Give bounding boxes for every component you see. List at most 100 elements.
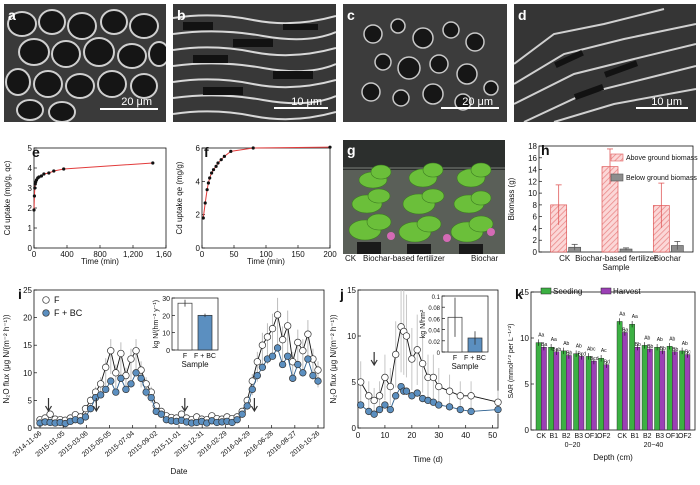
chart-k-bar — [672, 351, 678, 431]
chart-k-letter-seeding: Ab — [669, 336, 675, 342]
chart-h-ytick-label: 6 — [533, 213, 538, 222]
chart-j-point — [392, 392, 400, 400]
chart-j-ytick-label: 15 — [347, 286, 356, 295]
chart-j-point — [402, 387, 411, 395]
chart-e-point — [37, 175, 41, 179]
chart-k-bar — [578, 356, 585, 431]
chart-i-point — [278, 336, 287, 344]
chart-i-point — [299, 369, 307, 377]
chart-k-frame — [530, 291, 696, 431]
chart-j-point — [467, 407, 475, 416]
sem-scalebar-d — [636, 107, 688, 109]
chart-f-xlabel: Time (min) — [247, 257, 285, 266]
chart-f-xtick-label: 200 — [323, 250, 337, 259]
chart-h-ylabel: Biomass (g) — [507, 177, 516, 220]
sem-scale-text-b: 10 μm — [291, 96, 322, 108]
chart-e-point — [39, 174, 44, 178]
chart-i-point — [76, 417, 85, 425]
chart-i-inset-category: F + BC — [194, 353, 216, 360]
sem-texture-a — [4, 4, 166, 122]
chart-i-point — [102, 363, 110, 371]
chart-j-point — [392, 350, 400, 359]
chart-i-point — [299, 347, 307, 355]
chart-i-point — [294, 360, 302, 369]
chart-i-point — [268, 352, 277, 360]
sem-image-d: d 10 μm — [514, 4, 696, 122]
chart-e-xtick-label: 1,600 — [156, 250, 172, 259]
chart-i-ytick-label: 0 — [28, 424, 33, 433]
chart-j-point — [456, 405, 464, 414]
chart-k-legend-harvest: Harvest — [613, 287, 641, 296]
chart-j-inset-xlabel: Sample — [451, 362, 479, 371]
chart-i-point — [233, 416, 241, 424]
chart-j-point — [370, 396, 378, 405]
sem-image-c: c 20 μm — [343, 4, 507, 122]
chart-k-letter-seeding: Ac — [601, 348, 607, 354]
sem-texture-d — [514, 4, 696, 122]
chart-i-point — [147, 393, 155, 402]
chart-e-svg: 0 1 2 3 4 5 0 400 800 1,200 1,600 Time (min) Cd upta… — [3, 144, 177, 266]
chart-j-point — [381, 401, 389, 409]
chart-i-point — [243, 402, 251, 410]
chart-j-point — [435, 401, 443, 409]
chart-i-ytick-label: 15 — [23, 341, 32, 350]
chart-k-bar — [634, 346, 641, 431]
chart-j-xtick-label: 0 — [356, 431, 361, 440]
chart-j-point — [381, 373, 389, 382]
panel-letter-g: g — [347, 142, 356, 158]
chart-e-ytick-label: 3 — [28, 184, 33, 193]
chart-f-point — [251, 146, 255, 150]
chart-e-ytick-label: 0 — [28, 244, 33, 253]
chart-i-point — [309, 371, 317, 380]
chart-k-bar — [666, 346, 673, 431]
chart-h-svg: 0 2 4 6 8 10 12 14 16 18 CK Biochar-based fertilize… — [507, 142, 698, 272]
chart-i-point — [294, 338, 302, 347]
chart-i-point — [102, 385, 110, 394]
chart-k-category-label: B3 — [655, 433, 664, 440]
chart-j-point — [375, 405, 384, 414]
chart-i-legend-f: F — [54, 295, 60, 305]
chart-j-point — [357, 378, 365, 386]
chart-h-category-label: CK — [559, 254, 571, 263]
chart-e-point — [151, 161, 155, 165]
chart-k-letter-harvest: Bb — [672, 347, 678, 353]
chart-k-category-label: CK — [536, 433, 546, 440]
chart-k-letter-harvest: Ba — [541, 342, 547, 348]
chart-i-point — [46, 410, 54, 418]
chart-f-point — [214, 164, 218, 168]
chart-i-point — [289, 374, 297, 382]
chart-i-inset-ylabel: kg N/(hm⁻² y⁻¹) — [153, 300, 160, 348]
chart-h-ytick-label: 8 — [533, 201, 538, 210]
chart-f-frame — [201, 147, 331, 249]
chart-f-xtick-label: 50 — [230, 250, 239, 259]
chart-k-bar — [603, 364, 610, 431]
chart-f-ytick-label: 0 — [196, 244, 201, 253]
chart-i-inset-ytick-label: 0 — [166, 348, 170, 355]
chart-i-point — [132, 347, 140, 355]
chart-e-point — [42, 172, 46, 176]
chart-k-ytick-label: 0 — [525, 426, 530, 435]
panel-letter-f: f — [204, 144, 209, 160]
chart-j-point — [375, 392, 384, 400]
chart-h-xlabel: Sample — [602, 263, 630, 272]
chart-f-ytick-label: 2 — [196, 211, 201, 220]
chart-i-ytick-label: 10 — [23, 369, 32, 378]
chart-f: f 0 2 4 6 0 50 100 150 200 Time (min) Cd uptake qe… — [172, 140, 337, 270]
chart-k-bar — [622, 332, 628, 431]
chart-k-letter-harvest: Bd — [604, 360, 610, 366]
chart-i-point — [97, 391, 105, 399]
chart-h-legend-below: Below ground biomass — [626, 175, 697, 182]
chart-f-point — [219, 158, 223, 162]
chart-f-ytick-label: 4 — [196, 177, 201, 186]
chart-i-point — [304, 330, 312, 338]
chart-i-point — [273, 311, 282, 319]
chart-k-legend-swatch-harvest — [600, 287, 612, 295]
panel-letter-e: e — [32, 144, 40, 160]
chart-e-point — [32, 208, 36, 212]
chart-j-inset-category: F + BC — [464, 355, 486, 362]
chart-k-category-label: OF2 — [678, 433, 692, 440]
chart-i-point — [86, 405, 95, 413]
chart-f-point — [216, 161, 220, 165]
chart-j-point — [357, 401, 365, 409]
chart-j-point — [413, 346, 421, 354]
